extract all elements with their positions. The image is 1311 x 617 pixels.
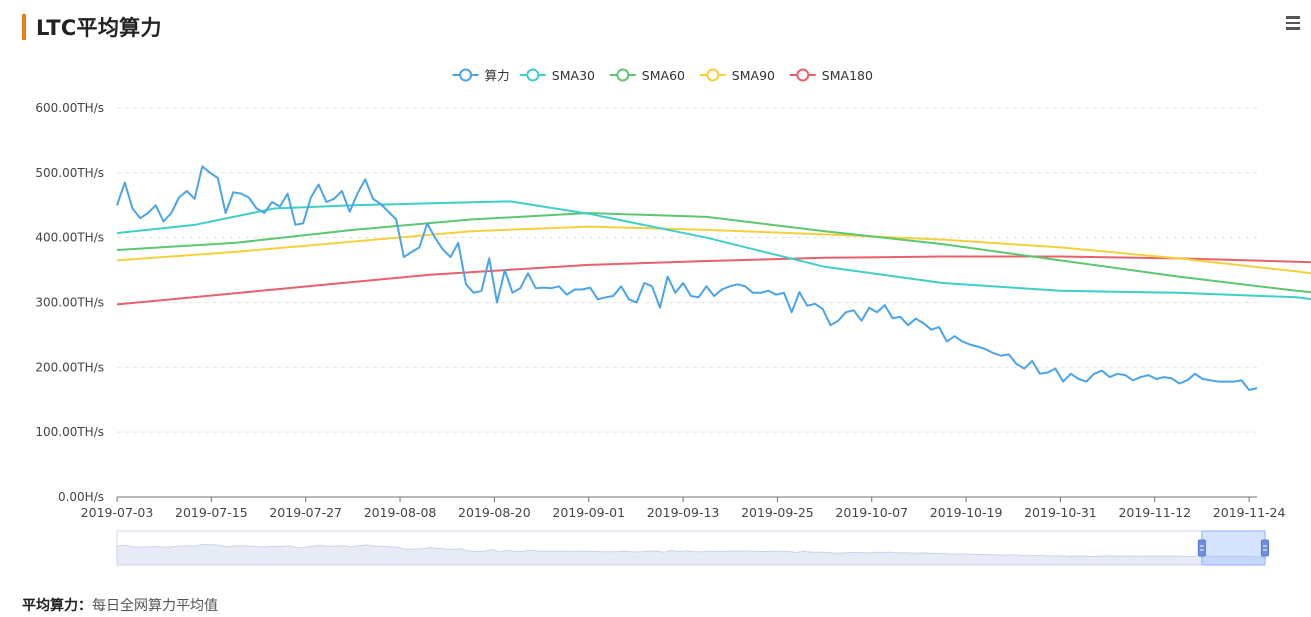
series-line-SMA60 — [116, 212, 1311, 294]
legend-marker-SMA60 — [616, 68, 630, 82]
y-tick-label: 0.00H/s — [58, 490, 104, 504]
series-line-SMA90 — [116, 225, 1311, 275]
hamburger-menu-icon[interactable] — [1286, 16, 1300, 30]
y-tick-label: 200.00TH/s — [35, 360, 104, 374]
ltc-hashrate-chart: 0.00H/s 100.00TH/s 200.00TH/s 300.00TH/s 400… — [35, 68, 1311, 566]
y-tick-label: 300.00TH/s — [35, 296, 104, 310]
legend-label-SMA30: SMA30 — [552, 68, 595, 83]
legend-label-SMA90: SMA90 — [732, 68, 775, 83]
legend-marker-SMA30 — [526, 68, 540, 82]
y-tick-label: 600.00TH/s — [35, 101, 104, 115]
x-tick-label: 2019-08-08 — [364, 505, 437, 520]
x-tick-label: 2019-11-24 — [1213, 505, 1286, 520]
legend-label-SMA180: SMA180 — [822, 68, 873, 83]
x-tick-label: 2019-09-13 — [647, 505, 720, 520]
x-tick-label: 2019-10-07 — [835, 505, 908, 520]
title-accent-bar — [22, 14, 26, 40]
datazoom-preview — [116, 543, 1266, 566]
datazoom-handle[interactable] — [1261, 539, 1269, 557]
x-tick-label: 2019-10-19 — [930, 505, 1003, 520]
y-tick-label: 400.00TH/s — [35, 231, 104, 245]
legend-marker-算力 — [459, 68, 473, 82]
chart-title: LTC平均算力 — [36, 16, 162, 40]
x-tick-label: 2019-07-15 — [175, 505, 248, 520]
chart-title-container: LTC平均算力 — [22, 12, 162, 42]
y-tick-label: 100.00TH/s — [35, 425, 104, 439]
footnote-text: 每日全网算力平均值 — [92, 598, 218, 614]
x-tick-label: 2019-07-27 — [269, 505, 342, 520]
legend-marker-SMA180 — [796, 68, 810, 82]
x-tick-label: 2019-09-25 — [741, 505, 814, 520]
x-tick-label: 2019-11-12 — [1118, 505, 1191, 520]
legend-label-SMA60: SMA60 — [642, 68, 685, 83]
y-tick-label: 500.00TH/s — [35, 166, 104, 180]
x-tick-label: 2019-08-20 — [458, 505, 531, 520]
series-line-SMA180 — [116, 255, 1311, 306]
chart-footnote: 平均算力：每日全网算力平均值 — [22, 595, 218, 615]
x-tick-label: 2019-09-01 — [552, 505, 625, 520]
series-line-SMA30 — [116, 200, 1311, 301]
datazoom-window — [1201, 530, 1266, 566]
legend-marker-SMA90 — [706, 68, 720, 82]
x-tick-label: 2019-10-31 — [1024, 505, 1097, 520]
datazoom-handle[interactable] — [1197, 539, 1206, 557]
legend-label-算力: 算力 — [485, 68, 510, 83]
series-line-算力 — [116, 165, 1258, 391]
x-tick-label: 2019-07-03 — [81, 505, 154, 520]
footnote-label: 平均算力： — [22, 598, 92, 614]
